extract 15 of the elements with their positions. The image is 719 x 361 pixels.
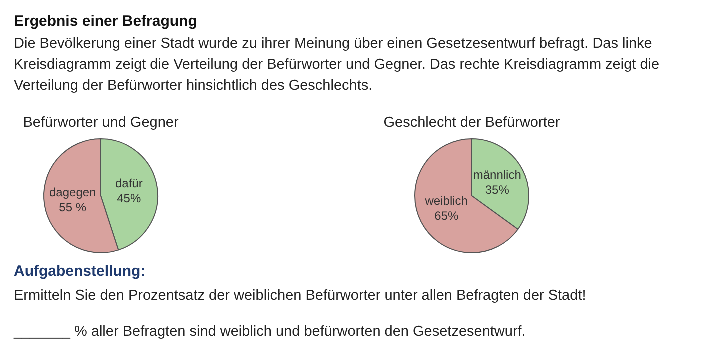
text: Ermitteln Sie den Prozentsatz der weiblichen Befürworter unter allen Befragten der Stadt! bbox=[14, 288, 586, 304]
data-label: 45% bbox=[117, 192, 142, 206]
slice-label: dafür bbox=[115, 176, 143, 191]
slice-label: dagegen bbox=[49, 185, 96, 200]
slice-label: männlich bbox=[473, 168, 522, 182]
text: Aufgabenstellung: bbox=[14, 263, 146, 280]
text: Ergebnis einer Befragung bbox=[14, 13, 198, 30]
text: Die Bevölkerung einer Stadt wurde zu ihrer Meinung über einen Gesetzesentwurf befragt. Das linke Kreisdiagramm zeigt die Verteilung der Befürworter und Gegner. Das rechte Kreisdiagramm zeigt die Verteilung der Befürworter hinsichtlich des Geschlechts. bbox=[14, 36, 660, 94]
chart-title: Befürworter und Gegner bbox=[23, 115, 179, 131]
text: _______ % aller Befragten sind weiblich und befürworten den Gesetzesentwurf. bbox=[13, 324, 526, 340]
slice-label: weiblich bbox=[424, 194, 468, 208]
data-label: 65% bbox=[434, 208, 459, 223]
data-label: 55 % bbox=[59, 200, 87, 214]
data-label: 35% bbox=[485, 183, 510, 198]
chart-title: Geschlecht der Befürworter bbox=[384, 115, 560, 131]
